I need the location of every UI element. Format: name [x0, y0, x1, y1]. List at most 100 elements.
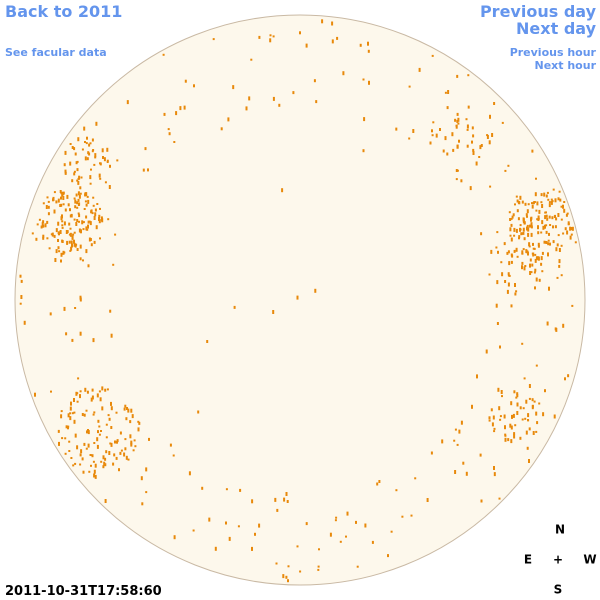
facula [75, 222, 78, 226]
facula [342, 71, 345, 76]
facula [530, 218, 532, 222]
facula [531, 263, 534, 267]
facula [197, 410, 200, 414]
facula [455, 178, 458, 181]
facula [521, 252, 524, 255]
facula [507, 438, 510, 442]
facula [544, 211, 547, 214]
facula [560, 218, 563, 221]
facula [114, 440, 116, 444]
facula [512, 213, 515, 217]
next-day-link[interactable]: Next day [516, 19, 597, 38]
facula [77, 191, 80, 196]
facula [547, 242, 550, 246]
compass-west: W [583, 553, 596, 567]
facula [85, 192, 88, 197]
back-link[interactable]: Back to 2011 [5, 2, 122, 21]
facula [94, 474, 97, 479]
facula [61, 240, 64, 243]
facula [101, 406, 104, 411]
facula [126, 100, 129, 105]
facula [60, 203, 63, 207]
facula [547, 239, 550, 242]
facula [140, 476, 143, 481]
facula [418, 67, 421, 72]
facula [63, 221, 66, 226]
facula [116, 440, 118, 444]
facula [73, 172, 76, 176]
facula [62, 196, 65, 200]
facula [69, 208, 71, 212]
facula [569, 235, 572, 240]
facula [525, 399, 528, 404]
facula [519, 228, 522, 231]
next-hour-link[interactable]: Next hour [535, 59, 597, 72]
facula [239, 488, 242, 492]
facula [544, 215, 547, 220]
facula [557, 213, 560, 217]
facula [376, 482, 379, 486]
facula [68, 233, 71, 236]
facula [42, 202, 45, 205]
facula [84, 200, 87, 203]
facula [99, 177, 102, 180]
facula [570, 227, 573, 229]
facula [523, 237, 526, 241]
facula [93, 240, 96, 244]
facula [441, 439, 444, 444]
facula [535, 177, 537, 180]
facula [183, 105, 186, 110]
facula [462, 461, 465, 465]
facula [79, 453, 82, 457]
facula [498, 497, 501, 500]
facula [74, 152, 77, 156]
facula [315, 100, 318, 104]
facula [47, 205, 50, 209]
facula [103, 461, 106, 466]
facula [112, 263, 115, 266]
facula [495, 246, 498, 249]
facula [285, 575, 288, 579]
facula [272, 96, 275, 101]
facula [527, 251, 529, 256]
facula [534, 253, 537, 256]
facula [86, 157, 89, 161]
facula [564, 377, 566, 381]
facula [76, 160, 79, 163]
facula [76, 201, 79, 205]
facula [515, 396, 518, 399]
previous-hour-link[interactable]: Previous hour [510, 46, 597, 59]
facula [507, 164, 510, 167]
facula [69, 227, 72, 230]
facula [64, 437, 67, 440]
facula [329, 532, 332, 537]
facula [299, 570, 302, 573]
facula [480, 499, 483, 503]
facula [60, 410, 63, 413]
facula [532, 201, 535, 205]
facula [529, 258, 532, 262]
facula [228, 536, 231, 541]
facula [552, 240, 555, 244]
facula [336, 36, 339, 40]
facula [67, 427, 69, 430]
facula [162, 53, 165, 56]
facula [570, 233, 573, 236]
facula [516, 394, 519, 398]
facula [516, 402, 519, 407]
facula [144, 147, 147, 151]
facula [460, 179, 463, 183]
facula [74, 205, 77, 209]
facula [537, 217, 540, 220]
facula [498, 406, 501, 411]
facular-link[interactable]: See facular data [5, 46, 107, 59]
previous-day-link[interactable]: Previous day [480, 2, 597, 21]
facula [564, 227, 567, 231]
facula [87, 224, 89, 229]
facula [145, 491, 148, 494]
facula [551, 200, 554, 203]
facula [521, 250, 524, 255]
facula [500, 390, 503, 394]
facula [510, 223, 513, 227]
facula [99, 207, 101, 210]
